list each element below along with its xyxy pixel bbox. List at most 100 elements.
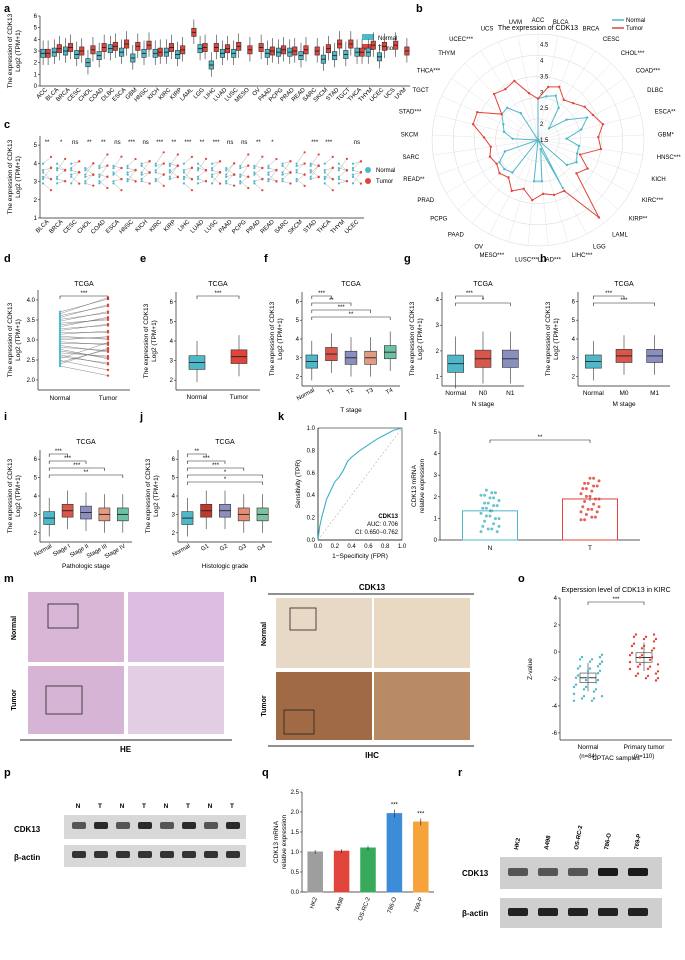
blot-p-cdk13-band-3 [138, 822, 152, 829]
legend-c-tumor-dot [365, 178, 371, 184]
chart-f-cmp-2-sig: *** [338, 305, 346, 311]
chart-c-LUAD-n-0 [196, 166, 200, 170]
chart-h-cmp-0-bracket [593, 295, 625, 299]
chart-c-LUAD-t-4 [204, 169, 208, 172]
chart-c-READ-pair-2 [268, 158, 277, 167]
chart-b-normal-series-pt-21 [503, 167, 506, 171]
chart-c-xlabel-THYM: THYM [330, 219, 346, 235]
chart-a-xlabel-LAML: LAML [179, 87, 195, 103]
blot-p-row-actin: β-actin [14, 853, 40, 862]
blot-r-row-actin: β-actin [462, 909, 488, 918]
chart-c-KICH-pair-4 [141, 180, 150, 184]
chart-d-pair-20 [59, 325, 109, 329]
chart-c-sig-LUSC: *** [213, 140, 221, 146]
chart-c-BRCA-t-4 [64, 169, 67, 172]
chart-c-KICH-n-3 [140, 164, 143, 167]
chart-f-ylabel: The expression of CDK13 [269, 301, 276, 376]
chart-g-xlabel: N stage [472, 401, 495, 408]
chart-i-xlabel-1: Stage I [52, 543, 72, 558]
chart-c-LUSC-t-3 [218, 182, 222, 185]
chart-d-pair-3 [59, 317, 109, 327]
chart-c-sig-COAD: ** [101, 140, 106, 146]
chart-c-KIRC-pair-5 [155, 174, 164, 182]
chart-c-LUSC-n-3 [210, 175, 214, 178]
chart-o-1-pt-8 [642, 644, 646, 648]
chart-c-KIRC-n-5 [154, 180, 157, 183]
chart-c-SKCM-n-0 [295, 169, 298, 172]
chart-j-ylabel: The expression of CDK13 [145, 458, 152, 533]
chart-c-PAAD-n-0 [225, 180, 228, 183]
chart-c-COAD-n-1 [98, 180, 101, 183]
chart-b-spoke-5 [537, 78, 625, 141]
chart-i-cmp-1-bracket [48, 460, 87, 464]
chart-b-label-8: GBM* [658, 132, 675, 138]
chart-d-pair-28 [59, 335, 109, 340]
chart-d-t-20 [106, 324, 110, 327]
chart-c-xlabel-COAD: COAD [90, 219, 107, 236]
chart-l-N-pt-11 [479, 511, 483, 515]
chart-q-bar-HK2 [307, 851, 323, 893]
chart-c-LUSC-pair-4 [212, 170, 221, 173]
chart-b-tumor-series-pt-2 [558, 85, 561, 89]
chart-d-t-0 [106, 374, 110, 377]
chart-d-pair-4 [59, 297, 109, 314]
chart-c-CHOL-pair-4 [85, 174, 94, 178]
chart-b-label-10: KICH [651, 177, 665, 183]
chart-c-READ-n-0 [267, 177, 270, 181]
chart-c-KICH-n-0 [140, 162, 143, 165]
chart-g-title: TCGA [473, 281, 493, 288]
chart-o-0-pt-24 [584, 678, 588, 682]
chart-j-xlabel-4: G4 [257, 543, 268, 553]
chart-c-LUSC-pair-2 [211, 171, 221, 184]
chart-b-tumor-series-pt-18 [522, 187, 525, 191]
chart-b-normal-series-pt-30 [519, 112, 523, 115]
chart-g-cmp-1-sig: * [482, 298, 485, 304]
chart-c-LUSC-n-2 [210, 182, 214, 185]
chart-o-0-pt-17 [598, 662, 602, 666]
panel-label-n: n [250, 573, 257, 585]
legend-c: Normal Tumor [365, 167, 395, 185]
chart-c-sig-UCEC: ns [354, 140, 360, 146]
chart-o-xlabel-0: Normal [578, 744, 600, 751]
chart-b-normal-series-pt-15 [539, 147, 542, 151]
chart-b-spoke-24 [433, 139, 539, 156]
blot-p-cdk13-band-4 [160, 822, 174, 829]
chart-l-T-pt-16 [583, 500, 587, 504]
chart-c-PCPG-n-3 [239, 166, 242, 170]
chart-c-THYM-pair-4 [338, 163, 347, 171]
chart-d-ytick-label-4: 4.0 [27, 298, 36, 304]
blot-r-cdk13-band-0 [508, 868, 528, 876]
chart-o-0-pt-5 [592, 697, 596, 700]
chart-c-READ-t-4 [275, 180, 278, 183]
chart-b-normal-series-pt-10 [575, 152, 579, 155]
chart-k-xtick-4: 0.8 [381, 544, 390, 550]
chart-d-n-24 [58, 331, 62, 334]
chart-c-THYM-t-3 [345, 157, 348, 160]
chart-c-KICH-t-5 [148, 171, 151, 174]
chart-f-cmp-3-sig: ** [349, 312, 354, 318]
chart-c-xlabel-LUSC: LUSC [204, 219, 220, 235]
chart-c-sig-PRAD: ** [256, 140, 261, 146]
chart-c-xlabel-PCPG: PCPG [231, 219, 248, 236]
chart-l-ytick-label-4: 4 [434, 452, 438, 458]
chart-e-ylabel: The expression of CDK13 [143, 303, 150, 378]
blot-p-actin-band-6 [204, 851, 218, 858]
chart-c-BRCA-pair-3 [56, 158, 66, 171]
chart-f-xlabel-0: Normal [296, 388, 316, 403]
chart-o-0-pt-1 [600, 660, 604, 663]
chart-c-sig-THCA: *** [325, 140, 333, 146]
chart-i-cmp-2-bracket [48, 467, 105, 471]
blot-r-actin-band-3 [598, 908, 618, 916]
chart-c-BLCA-n-1 [41, 175, 45, 178]
chart-c-PRAD-n-5 [253, 182, 256, 185]
chart-b-rtick-3: 3 [540, 90, 544, 96]
chart-o-1-pt-22 [644, 676, 648, 680]
chart-o-0-pt-15 [572, 692, 576, 696]
chart-b-rtick-0: 1.5 [540, 138, 549, 144]
he-caption: HE [120, 745, 132, 754]
blot-r-lane-4: 769-P [634, 834, 643, 851]
chart-o-0-pt-6 [590, 658, 594, 661]
chart-d-n-10 [58, 346, 62, 349]
chart-c-ESCA-n-4 [112, 166, 115, 170]
blot-r-cdk13-band-3 [598, 868, 618, 876]
